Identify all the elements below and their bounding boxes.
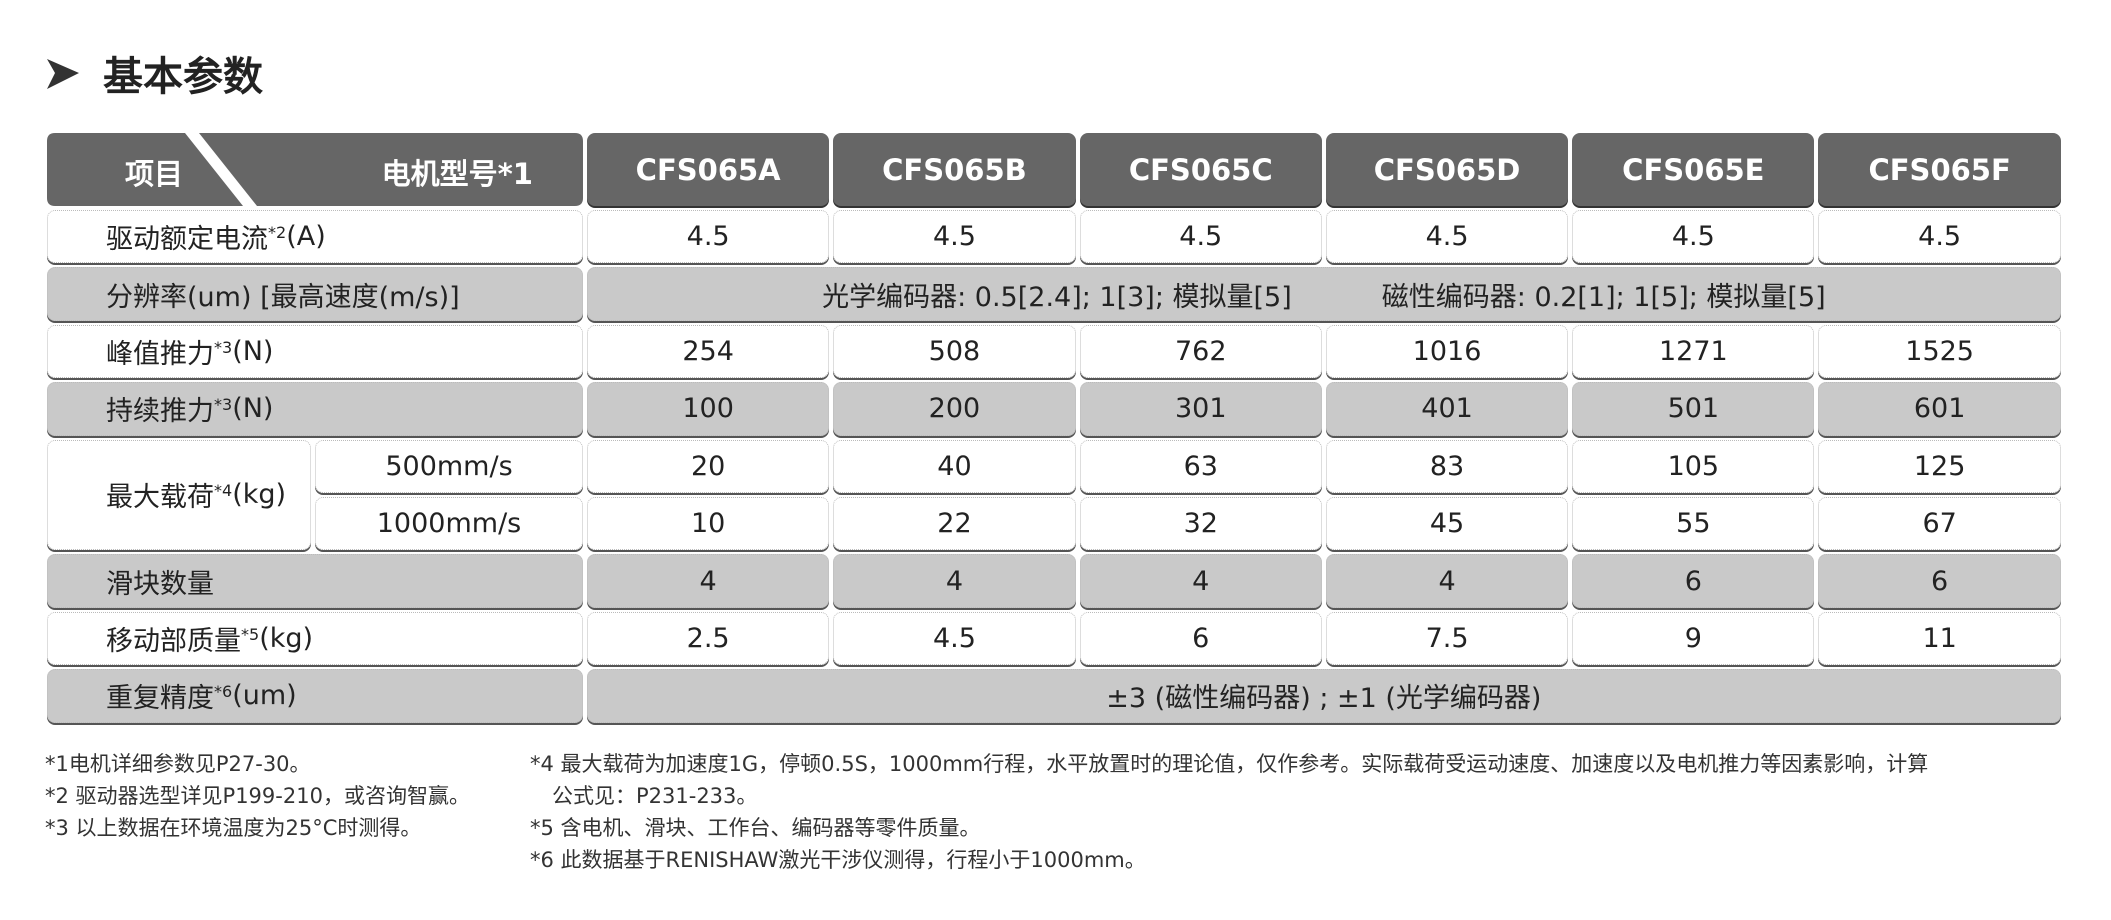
value-cell: 601: [1818, 382, 2061, 436]
repeat-value: ±3 (磁性编码器) ; ±1 (光学编码器): [587, 669, 2061, 723]
value-cell: 6: [1572, 554, 1815, 608]
row-label-continuous: 持续推力 *3 (N): [47, 382, 583, 436]
value-cell: 6: [1818, 554, 2061, 608]
footnote-ref: *6: [214, 682, 233, 702]
header-model-CFS065A: CFS065A: [587, 133, 830, 206]
value-cell: 1271: [1572, 324, 1815, 379]
unit-text: (A): [286, 221, 326, 253]
header-model-CFS065E: CFS065E: [1572, 133, 1815, 206]
value-cell: 4.5: [1325, 210, 1569, 264]
arrow-icon: [47, 59, 79, 89]
label-text: 重复精度: [106, 683, 214, 715]
value-cell: 22: [833, 496, 1076, 551]
header-model-CFS065B: CFS065B: [833, 133, 1076, 206]
value-cell: 4: [1325, 554, 1569, 608]
value-cell: 4.5: [587, 210, 830, 264]
label-text: 峰值推力: [106, 338, 214, 370]
value-cell: 301: [1079, 382, 1322, 436]
header-model-CFS065D: CFS065D: [1325, 133, 1569, 206]
value-cell: 4: [833, 554, 1076, 608]
value-cell: 7.5: [1325, 611, 1569, 666]
value-cell: 10: [587, 496, 830, 551]
footnote: *4 最大载荷为加速度1G，停顿0.5S，1000mm行程，水平放置时的理论值，…: [530, 752, 1929, 776]
header-model-CFS065C: CFS065C: [1079, 133, 1322, 206]
unit-text: (kg): [259, 622, 314, 654]
footnote-ref: *5: [241, 624, 260, 644]
value-cell: 100: [587, 382, 830, 436]
resolution-value: 光学编码器: 0.5[2.4]; 1[3]; 模拟量[5] 磁性编码器: 0.2[…: [587, 267, 2061, 321]
value-cell: 200: [833, 382, 1076, 436]
header-model-CFS065F: CFS065F: [1818, 133, 2061, 206]
footnote-ref: *2: [268, 223, 287, 243]
speed-label: 500mm/s: [315, 439, 583, 493]
resolution-magnetic: 磁性编码器: 0.2[1]; 1[5]; 模拟量[5]: [1381, 281, 1826, 313]
resolution-optical: 光学编码器: 0.5[2.4]; 1[3]; 模拟量[5]: [822, 281, 1292, 313]
row-label-sliders: 滑块数量: [47, 554, 583, 608]
value-cell: 508: [833, 324, 1076, 379]
value-cell: 55: [1572, 496, 1815, 551]
section-title: 基本参数: [45, 44, 263, 102]
value-cell: 4.5: [833, 611, 1076, 666]
value-cell: 401: [1325, 382, 1569, 436]
unit-text: (kg): [232, 479, 287, 511]
value-cell: 254: [587, 324, 830, 379]
value-cell: 125: [1818, 439, 2061, 493]
value-cell: 4: [587, 554, 830, 608]
value-cell: 40: [833, 439, 1076, 493]
speed-label: 1000mm/s: [315, 496, 583, 551]
value-cell: 63: [1079, 439, 1322, 493]
value-cell: 6: [1079, 611, 1322, 666]
footnote: 公式见：P231-233。: [552, 784, 758, 808]
footnote: *2 驱动器选型详见P199-210，或咨询智赢。: [45, 784, 470, 808]
unit-text: (N): [232, 393, 274, 425]
value-cell: 45: [1325, 496, 1569, 551]
row-label-current: 驱动额定电流 *2 (A): [47, 210, 583, 264]
footnote: *5 含电机、滑块、工作台、编码器等零件质量。: [530, 816, 981, 840]
label-text: 滑块数量: [106, 568, 214, 600]
label-text: 驱动额定电流: [106, 224, 268, 256]
value-cell: 83: [1325, 439, 1569, 493]
value-cell: 4.5: [1079, 210, 1322, 264]
row-label-repeat: 重复精度 *6 (um): [47, 669, 583, 723]
value-cell: 4: [1079, 554, 1322, 608]
value-cell: 1016: [1325, 324, 1569, 379]
label-text: 持续推力: [106, 396, 214, 428]
footnote-ref: *3: [214, 395, 233, 415]
value-cell: 4.5: [1818, 210, 2061, 264]
unit-text: (um): [232, 680, 297, 712]
label-text: 分辨率(um) [最高速度(m/s)]: [106, 281, 460, 313]
footnote-ref: *3: [214, 337, 233, 357]
value-cell: 1525: [1818, 324, 2061, 379]
label-text: 最大载荷: [106, 482, 214, 514]
value-cell: 4.5: [833, 210, 1076, 264]
value-cell: 2.5: [587, 611, 830, 666]
label-text: 移动部质量: [106, 625, 241, 657]
footnotes-right: *4 最大载荷为加速度1G，停顿0.5S，1000mm行程，水平放置时的理论值，…: [530, 748, 1928, 876]
section-title-text: 基本参数: [103, 54, 263, 100]
value-cell: 67: [1818, 496, 2061, 551]
value-cell: 4.5: [1572, 210, 1815, 264]
header-model: 电机型号*1: [381, 157, 533, 191]
footnote-ref: *4: [214, 481, 233, 501]
value-cell: 20: [587, 439, 830, 493]
footnote: *1电机详细参数见P27-30。: [45, 752, 311, 776]
value-cell: 11: [1818, 611, 2061, 666]
value-cell: 501: [1572, 382, 1815, 436]
row-label-resolution: 分辨率(um) [最高速度(m/s)]: [47, 267, 583, 321]
value-cell: 9: [1572, 611, 1815, 666]
spec-table: 项目 电机型号*1 CFS065A CFS065B CFS065C CFS065D CF…: [45, 131, 2063, 725]
header-corner: 项目 电机型号*1: [47, 133, 583, 206]
row-label-maxload: 最大载荷 *4 (kg): [47, 439, 311, 551]
row-label-mass: 移动部质量 *5 (kg): [47, 611, 583, 666]
value-cell: 32: [1079, 496, 1322, 551]
value-cell: 105: [1572, 439, 1815, 493]
footnote: *6 此数据基于RENISHAW激光干涉仪测得，行程小于1000mm。: [530, 848, 1146, 872]
footnotes-left: *1电机详细参数见P27-30。 *2 驱动器选型详见P199-210，或咨询智赢…: [45, 748, 470, 844]
row-label-peak: 峰值推力 *3 (N): [47, 324, 583, 379]
value-cell: 762: [1079, 324, 1322, 379]
footnote: *3 以上数据在环境温度为25°C时测得。: [45, 816, 422, 840]
unit-text: (N): [232, 335, 274, 367]
header-item: 项目: [125, 157, 184, 191]
